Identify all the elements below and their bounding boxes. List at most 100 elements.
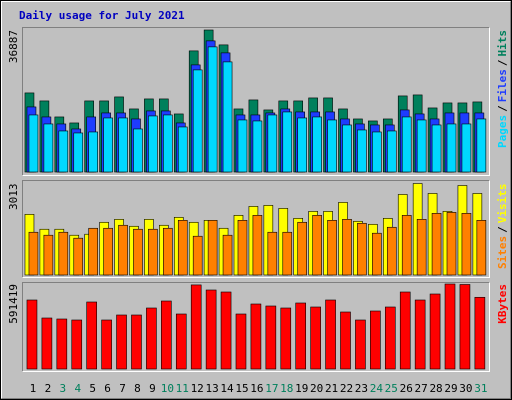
bar (148, 115, 158, 173)
bar (429, 293, 441, 370)
bar (103, 227, 113, 276)
chart-title: Daily usage for July 2021 (19, 9, 185, 22)
bar (461, 123, 472, 173)
bar (118, 224, 128, 276)
bar (58, 130, 69, 173)
bar (267, 231, 278, 276)
bar (237, 119, 248, 173)
legend: KBytes (496, 284, 509, 324)
bar (58, 231, 69, 276)
bar (295, 302, 307, 370)
legend-separator: / (496, 59, 509, 66)
bar (250, 303, 262, 370)
bar (28, 231, 39, 276)
bar (116, 314, 127, 370)
bar (73, 237, 84, 276)
x-tick-label: 25 (385, 382, 398, 395)
bar (192, 69, 203, 173)
plot-bevel (22, 180, 490, 278)
bar (416, 219, 427, 276)
bar (56, 318, 68, 370)
bar (28, 114, 39, 173)
bar (401, 116, 412, 173)
bar (386, 226, 397, 276)
x-tick-label: 22 (340, 382, 353, 395)
legend-entry: Pages (496, 115, 509, 148)
bar (131, 314, 142, 370)
bar (386, 130, 397, 173)
bar (325, 299, 336, 370)
bar (446, 212, 457, 276)
bar (103, 117, 113, 173)
bar (476, 220, 487, 276)
bar (235, 313, 247, 370)
plot-bevel (22, 27, 490, 176)
legend-entry: Visits (496, 184, 509, 224)
x-tick-label: 30 (459, 382, 472, 395)
bar (133, 228, 143, 276)
bar (222, 234, 233, 276)
x-tick-label: 14 (220, 382, 234, 395)
x-tick-label: 7 (119, 382, 126, 395)
x-tick-label: 8 (134, 382, 141, 395)
bar (474, 296, 486, 370)
bar (327, 220, 337, 276)
x-tick-label: 21 (325, 382, 338, 395)
x-tick-label: 12 (191, 382, 204, 395)
bar (431, 124, 442, 173)
legend-entry: Hits (496, 30, 509, 57)
bar (177, 220, 188, 276)
bar (71, 319, 83, 370)
bar (207, 220, 218, 276)
bar (101, 319, 112, 370)
bar (252, 215, 263, 276)
bar (177, 126, 188, 173)
bar (43, 234, 54, 276)
bar (312, 215, 322, 276)
y-tick-label: 3013 (7, 184, 20, 211)
x-tick-label: 10 (161, 382, 174, 395)
bar (446, 123, 457, 173)
x-tick-label: 31 (474, 382, 487, 395)
legend-entry: KBytes (496, 284, 509, 324)
bar (88, 131, 98, 173)
bar (205, 289, 217, 370)
legend-separator: / (496, 105, 509, 112)
x-tick-label: 27 (415, 382, 428, 395)
bar (148, 228, 158, 276)
bar (416, 119, 427, 173)
bar (237, 220, 248, 276)
bar (280, 307, 292, 370)
bar (222, 61, 233, 173)
bar (252, 120, 263, 173)
y-tick-label: 591419 (7, 284, 20, 324)
x-tick-label: 1 (30, 382, 37, 395)
legend-separator: / (496, 226, 509, 233)
legend-entry: Sites (496, 236, 509, 269)
bar (175, 313, 187, 370)
y-tick-label: 36887 (7, 30, 20, 63)
x-tick-label: 16 (250, 382, 263, 395)
bar (342, 219, 352, 276)
bar (310, 306, 321, 370)
bar (267, 114, 278, 173)
x-tick-label: 23 (355, 382, 368, 395)
x-tick-label: 28 (429, 382, 442, 395)
x-tick-label: 18 (280, 382, 293, 395)
plot-bevel (22, 282, 490, 372)
bar (342, 124, 352, 173)
bar (476, 118, 487, 173)
bar (207, 46, 218, 173)
legend-entry: Files (496, 69, 509, 102)
bar (146, 307, 157, 370)
bar (282, 231, 293, 276)
bar (357, 129, 367, 173)
x-tick-label: 5 (89, 382, 96, 395)
bar (312, 116, 322, 173)
x-tick-label: 11 (176, 382, 189, 395)
bar (401, 215, 412, 276)
bar (133, 128, 143, 173)
bar (459, 284, 471, 370)
